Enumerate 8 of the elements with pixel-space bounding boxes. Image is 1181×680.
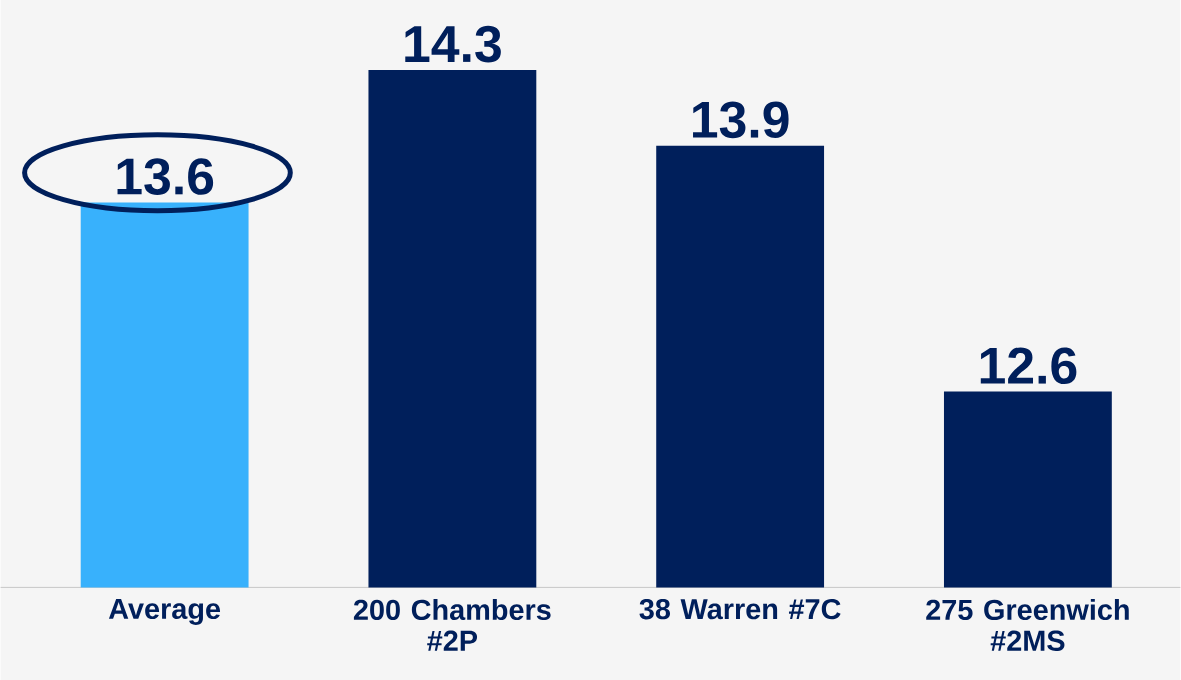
data-label: 12.6: [980, 347, 1077, 384]
x-tick-label: 275 Greenwich #2MS: [926, 598, 1129, 651]
x-tick-label: 200 Chambers #2P: [353, 598, 551, 651]
data-label: 13.6: [117, 158, 214, 195]
x-tick-label: 38 Warren #7C: [639, 598, 841, 620]
data-label: 13.9: [693, 101, 789, 138]
data-label: 14.3: [405, 25, 501, 63]
x-tick-label: Average: [108, 598, 221, 625]
